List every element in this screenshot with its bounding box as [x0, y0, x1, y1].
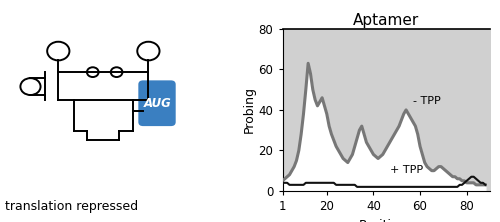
Title: Aptamer: Aptamer — [353, 13, 420, 28]
Text: - TPP: - TPP — [413, 96, 441, 106]
Text: translation repressed: translation repressed — [6, 200, 138, 213]
Text: AUG: AUG — [144, 97, 171, 110]
X-axis label: Positions: Positions — [359, 218, 414, 222]
FancyBboxPatch shape — [138, 80, 175, 126]
Y-axis label: Probing: Probing — [243, 86, 256, 133]
Text: + TPP: + TPP — [390, 165, 423, 175]
